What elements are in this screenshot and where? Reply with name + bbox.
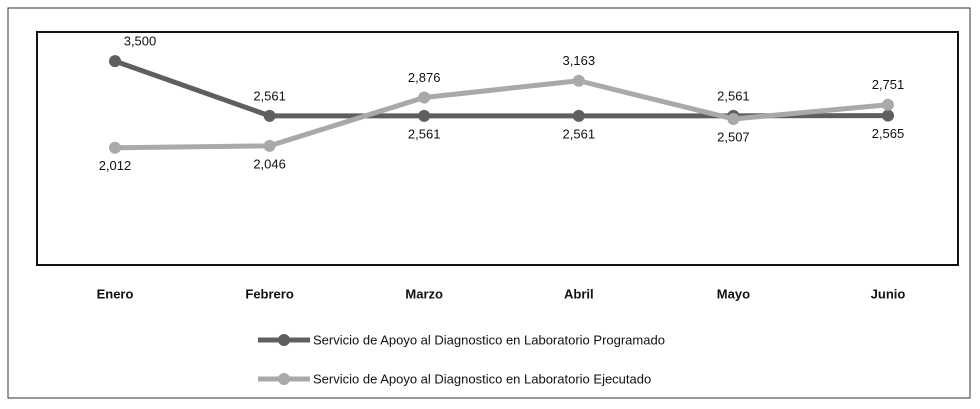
data-point — [263, 139, 276, 152]
data-point — [882, 109, 894, 122]
legend-label: Servicio de Apoyo al Diagnostico en Labo… — [313, 332, 665, 347]
data-label: 2,046 — [253, 156, 286, 171]
series-line — [114, 78, 889, 151]
data-label: 2,561 — [563, 126, 596, 141]
data-label: 2,561 — [253, 88, 286, 103]
data-point — [572, 109, 585, 122]
x-tick-label: Junio — [871, 286, 906, 301]
data-label: 2,751 — [872, 77, 905, 92]
x-tick-label: Enero — [97, 286, 134, 301]
data-label: 2,507 — [717, 129, 750, 144]
data-point — [418, 91, 431, 104]
data-point — [727, 112, 740, 125]
data-label: 3,500 — [124, 34, 157, 49]
x-tick-label: Mayo — [717, 286, 750, 301]
data-point — [572, 74, 585, 87]
x-tick-label: Febrero — [245, 286, 293, 301]
plot-frame — [36, 31, 959, 266]
legend-swatch-marker — [278, 373, 290, 385]
x-tick-label: Marzo — [405, 286, 443, 301]
data-label: 2,565 — [872, 126, 905, 141]
data-point — [109, 55, 121, 68]
chart-border — [7, 7, 971, 399]
data-label: 3,163 — [563, 53, 596, 68]
legend-label: Servicio de Apoyo al Diagnostico en Labo… — [313, 371, 651, 386]
data-label: 2,561 — [717, 88, 750, 103]
data-point — [263, 109, 276, 122]
data-label: 2,561 — [408, 126, 441, 141]
data-point — [882, 98, 894, 111]
data-point — [418, 109, 431, 122]
data-point — [109, 141, 121, 154]
data-label: 2,012 — [99, 158, 132, 173]
x-tick-label: Abril — [564, 286, 594, 301]
legend-swatch-marker — [278, 334, 290, 346]
data-label: 2,876 — [408, 70, 441, 85]
